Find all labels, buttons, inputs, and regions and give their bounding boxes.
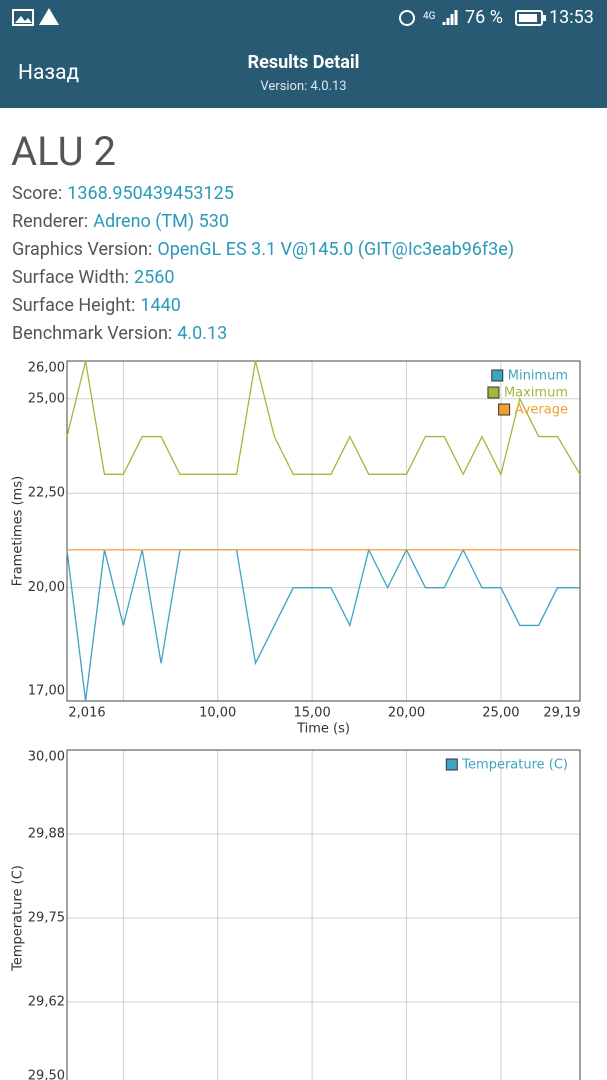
field: Surface Height: 1440 <box>12 295 181 316</box>
y-tick-label: 25,00 <box>28 391 65 406</box>
x-tick-label: 25,00 <box>482 706 519 721</box>
image-icon <box>12 9 34 26</box>
field: Surface Width: 2560 <box>12 267 174 288</box>
field: Benchmark Version: 4.0.13 <box>12 323 227 344</box>
y-tick-label: 30,00 <box>28 750 65 765</box>
x-tick-label: 29,19 <box>543 706 580 721</box>
app-bar <box>0 0 607 108</box>
y-tick-label: 20,00 <box>28 580 65 595</box>
field-value: 4.0.13 <box>177 323 228 344</box>
battery-icon <box>515 10 543 26</box>
legend-swatch <box>498 403 511 416</box>
y-tick-label: 26,00 <box>28 361 65 376</box>
y-tick-label: 29,75 <box>28 911 65 926</box>
x-tick-label: 2,016 <box>68 706 105 721</box>
network: 4G <box>423 11 436 22</box>
field-value: OpenGL ES 3.1 V@145.0 (GIT@Ic3eab96f3e) <box>157 239 515 260</box>
y-tick-label: 29,88 <box>28 827 65 842</box>
x-tick-label: 15,00 <box>294 706 331 721</box>
clock: 13:53 <box>549 7 594 28</box>
header-version: Version: 4.0.13 <box>260 79 347 94</box>
legend-label: Maximum <box>504 386 568 401</box>
y-tick-label: 29,50 <box>28 1069 65 1080</box>
status-icons <box>12 8 546 26</box>
field: Score: 1368.950439453125 <box>12 183 234 204</box>
field-label: Graphics Version: <box>12 239 153 260</box>
field-label: Surface Height: <box>12 295 136 316</box>
legend-label: Average <box>515 403 568 418</box>
field-value: 1368.950439453125 <box>67 183 234 204</box>
plot-frame <box>66 360 581 702</box>
back-button[interactable]: Назад <box>18 61 80 85</box>
x-tick-label: 20,00 <box>388 706 425 721</box>
x-tick-label: 10,00 <box>199 706 236 721</box>
header-title: Results Detail <box>247 52 360 73</box>
benchmark-title: ALU 2 <box>11 128 116 175</box>
warning-icon <box>39 8 59 25</box>
y-tick-label: 22,50 <box>28 486 65 501</box>
field-label: Renderer: <box>12 211 89 232</box>
image-icon <box>15 16 32 23</box>
legend-label: Temperature (C) <box>461 758 568 773</box>
y-axis-label: Temperature (C) <box>11 865 26 972</box>
alarm-icon <box>399 10 415 26</box>
field-label: Surface Width: <box>12 267 129 288</box>
series-line <box>66 548 580 702</box>
legend-swatch <box>491 369 504 382</box>
field-value: Adreno (TM) 530 <box>93 211 229 232</box>
battery-percent: 76 % <box>465 7 503 28</box>
x-axis-label: Time (s) <box>296 722 350 737</box>
signal-icon <box>442 10 458 25</box>
y-tick-label: 29,62 <box>28 995 65 1010</box>
battery-tip <box>543 15 546 21</box>
field-label: Benchmark Version: <box>12 323 173 344</box>
plot-frame <box>66 749 581 1080</box>
y-axis-label: Frametimes (ms) <box>11 476 26 586</box>
series-line <box>66 360 581 477</box>
battery-level <box>519 14 537 22</box>
legend-swatch <box>445 758 458 771</box>
field: Graphics Version: OpenGL ES 3.1 V@145.0 (… <box>12 239 514 260</box>
field-label: Score: <box>12 183 63 204</box>
legend-swatch <box>487 386 500 399</box>
field-value: 1440 <box>140 295 181 316</box>
y-tick-label: 17,00 <box>28 684 65 699</box>
legend-label: Minimum <box>508 369 568 384</box>
field: Renderer: Adreno (TM) 530 <box>12 211 229 232</box>
field-value: 2560 <box>133 267 175 288</box>
